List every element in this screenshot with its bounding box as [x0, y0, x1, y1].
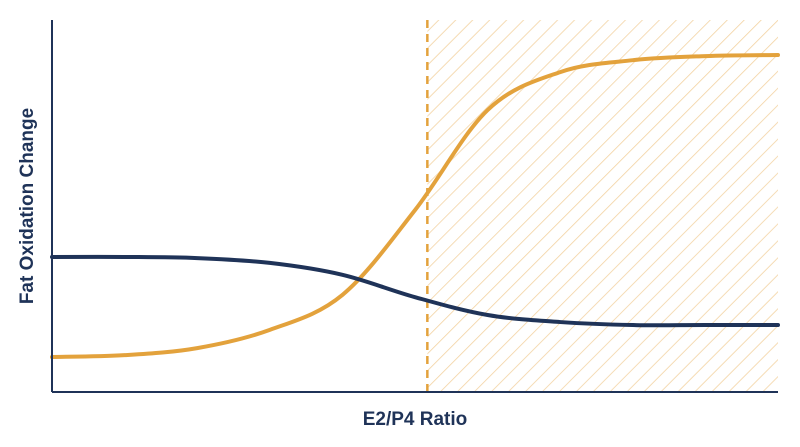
line: [50, 52, 780, 360]
y-axis-label: Fat Oxidation Change: [17, 108, 38, 304]
line: [50, 254, 780, 328]
threshold-region: [427, 20, 778, 392]
x-axis-label: E2/P4 Ratio: [363, 409, 468, 430]
